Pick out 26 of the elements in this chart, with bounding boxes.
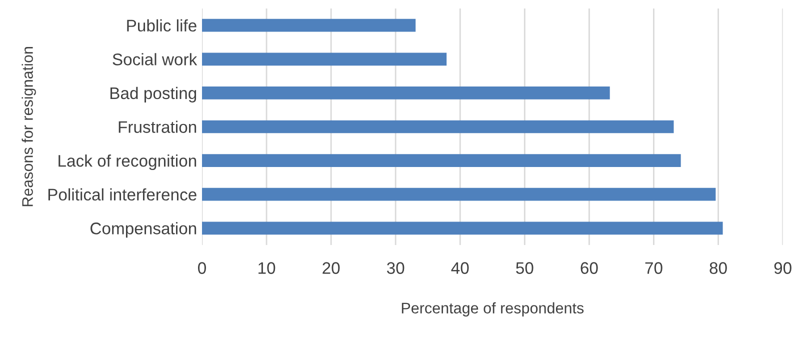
bar xyxy=(202,188,716,201)
y-axis-title: Reasons for resignation xyxy=(22,47,36,206)
x-tick-label: 0 xyxy=(198,262,206,274)
x-axis-title: Percentage of respondents xyxy=(402,302,584,316)
x-tick-label: 70 xyxy=(645,262,662,274)
bar xyxy=(202,120,674,134)
x-tick-label: 60 xyxy=(580,262,598,274)
bar xyxy=(202,86,610,100)
y-tick-label: Compensation xyxy=(90,222,196,238)
bar xyxy=(202,18,416,32)
y-tick-label: Bad posting xyxy=(110,86,196,102)
x-tick-label: 50 xyxy=(516,262,534,274)
x-tick-label: 90 xyxy=(774,262,792,274)
bar xyxy=(202,222,723,235)
y-tick-label: Frustration xyxy=(118,120,196,133)
y-tick-label: Political interference xyxy=(48,188,196,201)
y-tick-label: Social work xyxy=(112,53,198,66)
x-tick-label: 10 xyxy=(258,262,276,274)
x-tick-label: 30 xyxy=(386,262,404,274)
x-tick-label: 80 xyxy=(710,262,727,274)
bar xyxy=(202,52,447,66)
bar xyxy=(202,154,681,167)
y-tick-label: Public life xyxy=(127,19,196,32)
x-tick-label: 20 xyxy=(322,262,340,274)
x-tick-label: 40 xyxy=(451,262,469,274)
y-tick-label: Lack of recognition xyxy=(58,154,196,170)
